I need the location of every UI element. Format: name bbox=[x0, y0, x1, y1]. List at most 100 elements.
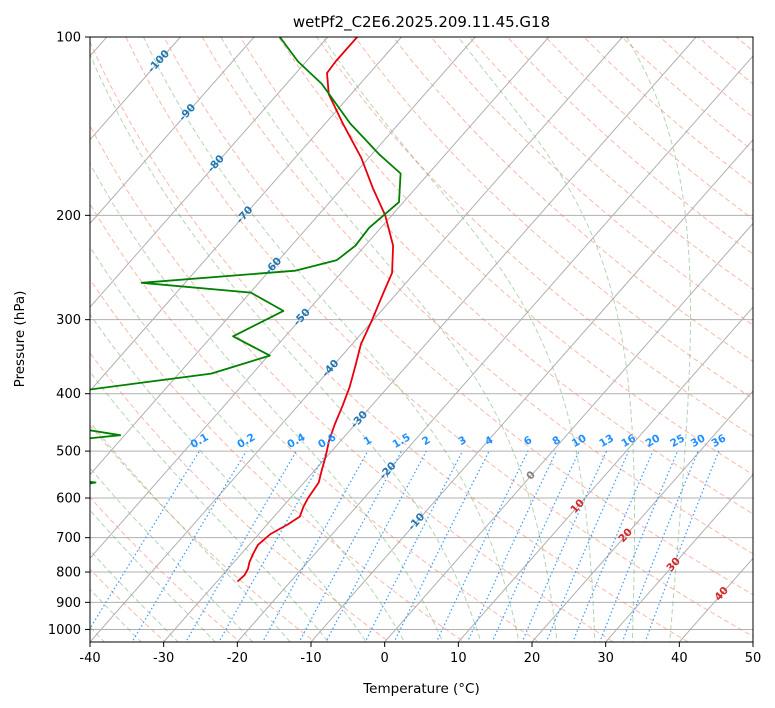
profiles bbox=[90, 37, 402, 583]
mixing-ratio-label: 20 bbox=[644, 432, 663, 450]
moist-adiabat bbox=[322, 37, 596, 642]
dry-adiabat bbox=[239, 37, 753, 515]
y-tick-label: 1000 bbox=[48, 623, 81, 638]
mixing-ratio-line bbox=[298, 450, 403, 642]
isotherm-label: -70 bbox=[234, 204, 256, 226]
moist-adiabat bbox=[90, 467, 254, 642]
dry-adiabat bbox=[125, 37, 753, 638]
isotherm-line bbox=[90, 37, 550, 560]
dry-adiabat bbox=[90, 40, 690, 642]
isotherm-label-warm: 30 bbox=[664, 555, 683, 574]
dry-adiabat bbox=[201, 37, 753, 555]
isotherm-line bbox=[163, 37, 697, 642]
x-axis-label: Temperature (°C) bbox=[362, 681, 480, 697]
isotherm-label: -90 bbox=[177, 102, 199, 124]
dry-adiabat bbox=[90, 496, 241, 642]
dry-adiabat bbox=[90, 203, 540, 642]
dry-adiabat bbox=[90, 424, 316, 642]
x-tick-label: 30 bbox=[597, 651, 614, 666]
dewpoint-profile bbox=[90, 37, 402, 485]
moist-adiabat bbox=[90, 53, 482, 642]
mixing-ratio-line bbox=[599, 450, 679, 642]
plot-frame bbox=[89, 36, 754, 643]
dry-adiabat bbox=[659, 37, 753, 118]
x-tick-label: 40 bbox=[671, 651, 688, 666]
y-tick-label: 500 bbox=[56, 445, 81, 460]
x-tick-label: 20 bbox=[524, 651, 541, 666]
moist-adiabat bbox=[90, 313, 367, 642]
moist-adiabat bbox=[626, 37, 691, 642]
dry-adiabat bbox=[277, 37, 753, 476]
mixing-ratio-line bbox=[644, 450, 720, 642]
isotherm-label: -40 bbox=[320, 357, 342, 379]
dry-adiabat bbox=[163, 37, 753, 596]
y-tick-label: 600 bbox=[56, 492, 81, 507]
isotherm-label-warm: 40 bbox=[712, 584, 731, 603]
mixing-ratio-label: 16 bbox=[619, 432, 638, 450]
mixing-ratio-label: 0.1 bbox=[188, 431, 210, 451]
dry-adiabat bbox=[90, 124, 615, 642]
isotherm-label-warm: 20 bbox=[616, 526, 635, 545]
y-tick-label: 400 bbox=[56, 387, 81, 402]
isotherm-label: -80 bbox=[205, 153, 227, 175]
mixing-ratio-line bbox=[545, 450, 630, 642]
mixing-ratio-line bbox=[521, 450, 608, 642]
isotherm-line bbox=[752, 641, 753, 642]
x-tick-label: 10 bbox=[450, 651, 467, 666]
temperature-profile bbox=[236, 37, 394, 583]
isotherm-line bbox=[90, 37, 255, 225]
background-lines bbox=[90, 37, 753, 642]
mixing-ratio-line bbox=[466, 450, 558, 642]
x-tick-label: -30 bbox=[153, 651, 174, 666]
mixing-ratio-line bbox=[185, 450, 297, 642]
mixing-ratio-label: 13 bbox=[597, 432, 616, 450]
dry-adiabat bbox=[468, 37, 753, 290]
isotherm-line bbox=[90, 37, 402, 392]
moist-adiabat bbox=[220, 37, 558, 642]
isotherm-label-zero: 0 bbox=[524, 469, 538, 482]
y-axis-label: Pressure (hPa) bbox=[12, 291, 28, 388]
moist-adiabat bbox=[90, 245, 406, 642]
x-tick-label: 50 bbox=[745, 651, 762, 666]
y-tick-label: 100 bbox=[56, 31, 81, 46]
x-tick-label: -20 bbox=[227, 651, 248, 666]
isotherm-line bbox=[678, 557, 753, 642]
mixing-ratio-label: 2 bbox=[420, 434, 432, 448]
isotherm-line bbox=[531, 390, 753, 642]
mixing-ratio-label: 25 bbox=[668, 432, 687, 450]
y-axis: 100 200 300 400 500 600 700 800 900 1000 bbox=[48, 31, 90, 638]
mixing-ratio-label: 6 bbox=[522, 434, 534, 448]
isotherm-label: -100 bbox=[146, 48, 173, 76]
moist-adiabat bbox=[457, 37, 635, 642]
dry-adiabat bbox=[735, 37, 753, 52]
mixing-ratio-label: 0.4 bbox=[285, 431, 307, 451]
mixing-ratio-label: 3 bbox=[456, 434, 468, 448]
dry-adiabat bbox=[90, 278, 465, 642]
isotherm-line bbox=[384, 222, 753, 642]
x-tick-label: 0 bbox=[381, 651, 389, 666]
mixing-ratio-line bbox=[218, 450, 328, 642]
x-axis: -40 -30 -20 -10 0 10 20 30 40 50 bbox=[79, 642, 761, 666]
moist-adiabat bbox=[90, 588, 142, 642]
y-tick-label: 300 bbox=[56, 313, 81, 328]
mixing-ratio-line bbox=[325, 450, 427, 642]
moist-adiabat bbox=[90, 509, 216, 642]
isotherm-label: -60 bbox=[263, 255, 285, 277]
isotherm-line bbox=[90, 37, 329, 308]
moist-adiabat bbox=[90, 370, 329, 642]
mixing-ratio-label: 4 bbox=[483, 434, 495, 448]
mixing-ratio-line bbox=[262, 450, 369, 642]
mixing-ratio-line bbox=[364, 450, 464, 642]
mixing-ratio-line bbox=[572, 450, 654, 642]
mixing-ratio-label: 1 bbox=[362, 434, 374, 448]
isotherm-line bbox=[310, 138, 753, 642]
mixing-ratio-line bbox=[131, 450, 247, 642]
isotherm-line bbox=[90, 37, 181, 141]
y-tick-label: 200 bbox=[56, 209, 81, 224]
x-tick-label: -10 bbox=[300, 651, 321, 666]
isotherm-line bbox=[605, 473, 753, 642]
y-tick-label: 800 bbox=[56, 566, 81, 581]
mixing-ratio-label: 36 bbox=[710, 432, 729, 450]
isotherm-label: -30 bbox=[349, 409, 371, 431]
